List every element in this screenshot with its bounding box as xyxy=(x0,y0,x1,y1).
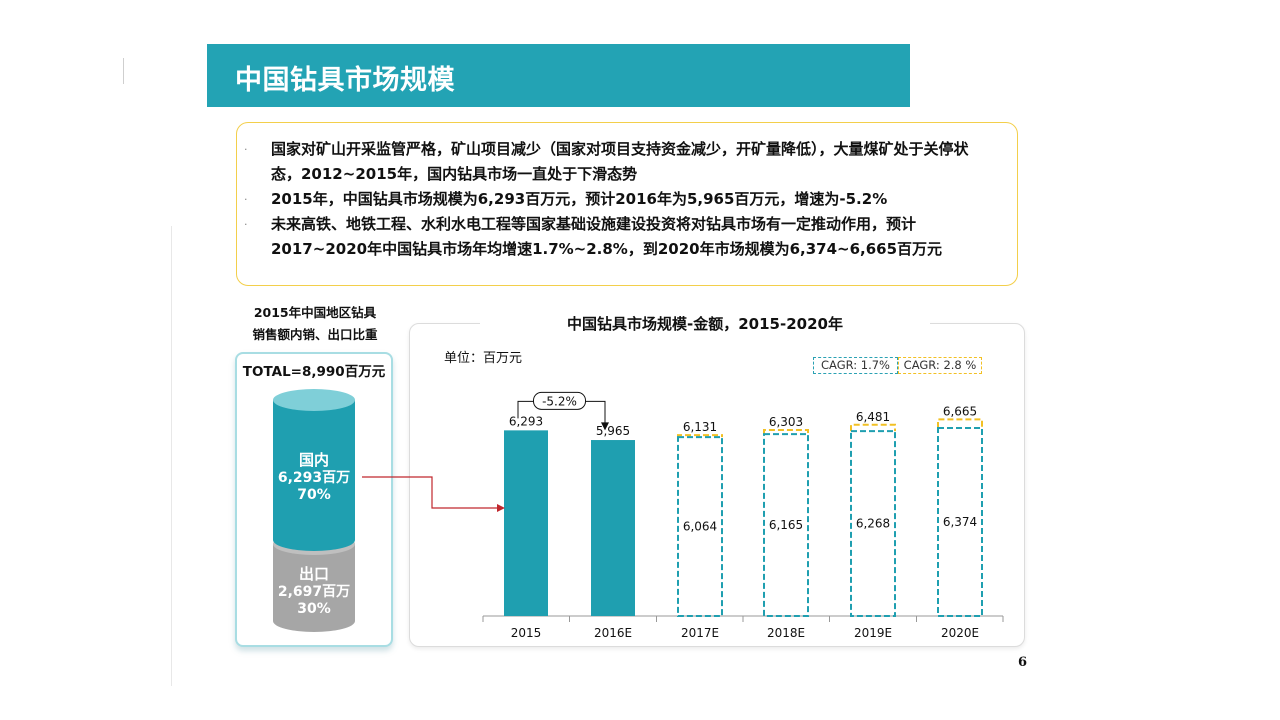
bullet-text: 2015年，中国钻具市场规模为6,293百万元，预计2016年为5,965百万元… xyxy=(271,190,888,208)
share-caption: 2015年中国地区钻具 销售额内销、出口比重 xyxy=(234,302,396,346)
bullet-marker: · xyxy=(244,218,248,231)
domestic-top xyxy=(273,389,355,411)
summary-box: · 国家对矿山开采监管严格，矿山项目减少（国家对项目支持资金减少，开矿量降低），… xyxy=(236,122,1018,286)
bullet-marker: · xyxy=(244,143,248,156)
page-title: 中国钻具市场规模 xyxy=(235,65,455,96)
share-caption-line1: 2015年中国地区钻具 xyxy=(253,305,377,320)
slide-edge-mark xyxy=(171,226,172,686)
bullet-marker: · xyxy=(244,193,248,206)
unit-label: 单位：百万元 xyxy=(444,351,523,366)
total-label: TOTAL=8,990百万元 xyxy=(242,364,386,380)
export-value: 2,697百万 xyxy=(277,584,351,600)
export-share: 30% xyxy=(297,601,331,617)
bullet-item: · 2015年，中国钻具市场规模为6,293百万元，预计2016年为5,965百… xyxy=(244,187,995,212)
share-panel: TOTAL=8,990百万元 国内 6,293百万 70% 出口 2,697百万… xyxy=(235,352,393,647)
cagr-high-badge: CAGR: 2.8 % xyxy=(898,357,982,374)
bullet-item: · 未来高铁、地铁工程、水利水电工程等国家基础设施建设投资将对钻具市场有一定推动… xyxy=(244,212,995,262)
title-bar: 中国钻具市场规模 xyxy=(207,44,910,107)
chart-title: 中国钻具市场规模-金额，2015-2020年 xyxy=(480,311,930,336)
page-number: 6 xyxy=(1018,655,1028,670)
domestic-label: 国内 xyxy=(298,451,329,469)
share-caption-line2: 销售额内销、出口比重 xyxy=(252,327,378,342)
domestic-value: 6,293百万 xyxy=(277,470,351,486)
cylinder-graphic xyxy=(273,389,355,632)
bullet-text: 国家对矿山开采监管严格，矿山项目减少（国家对项目支持资金减少，开矿量降低），大量… xyxy=(271,140,969,183)
domestic-share: 70% xyxy=(297,487,331,503)
domestic-segment xyxy=(273,400,355,551)
cagr-low-badge: CAGR: 1.7% xyxy=(813,357,898,374)
export-segment xyxy=(273,544,355,632)
bullet-text: 未来高铁、地铁工程、水利水电工程等国家基础设施建设投资将对钻具市场有一定推动作用… xyxy=(271,215,943,258)
export-label: 出口 xyxy=(298,565,329,583)
bullet-item: · 国家对矿山开采监管严格，矿山项目减少（国家对项目支持资金减少，开矿量降低），… xyxy=(244,137,995,187)
slide-edge-mark xyxy=(123,58,124,84)
